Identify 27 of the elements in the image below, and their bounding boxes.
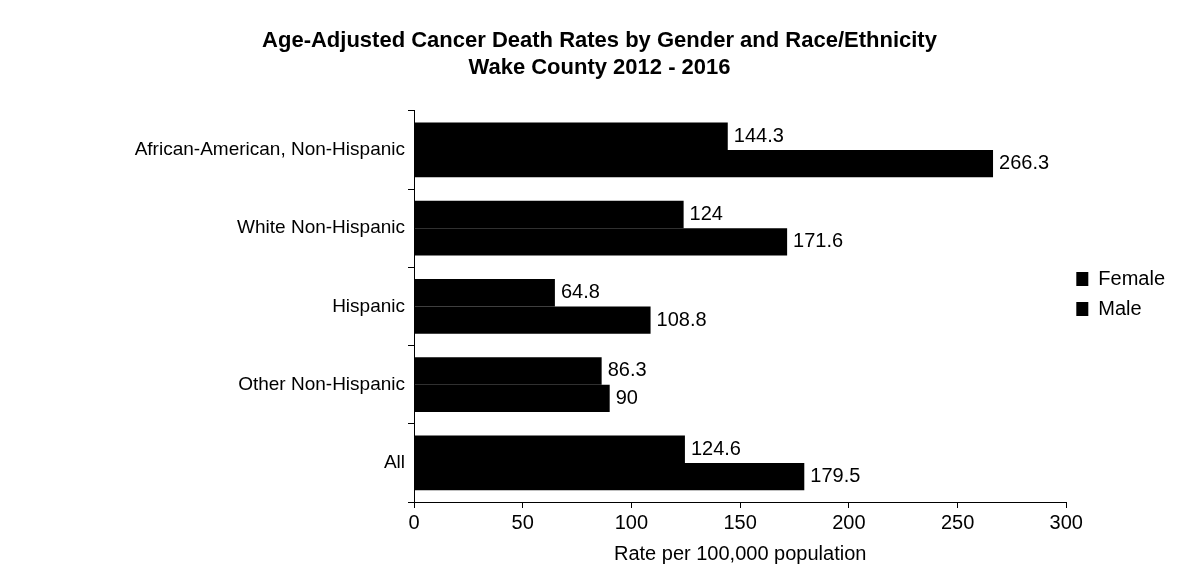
data-label: 179.5 [810,464,861,487]
x-tick-label: 300 [1049,510,1083,533]
data-label: 90 [615,385,638,408]
data-label: 64.8 [560,280,600,303]
data-label: 108.8 [656,307,707,330]
y-tick-label: White Non-Hispanic [237,216,405,238]
x-tick-label: 50 [511,510,534,533]
legend-label: Male [1098,296,1142,319]
x-tick-label: 0 [408,510,420,533]
y-tick-label: Hispanic [332,294,405,316]
x-tick-label: 200 [832,510,866,533]
data-label: 124 [689,201,723,224]
x-tick-label: 250 [940,510,975,533]
y-tick-label: Other Non-Hispanic [238,372,405,394]
data-label: 86.3 [607,358,647,381]
data-label: 266.3 [999,151,1050,174]
chart-title: Age-Adjusted Cancer Death Rates by Gender and Race/Ethnicity [262,27,938,53]
legend-label: Female [1098,266,1166,289]
x-axis-title: Rate per 100,000 population [613,541,867,564]
x-tick-label: 100 [614,510,649,533]
x-tick-label: 150 [723,510,757,533]
data-label: 144.3 [733,123,784,146]
data-label: 124.6 [690,436,741,459]
chart-subtitle: Wake County 2012 - 2016 [468,53,731,79]
data-label: 171.6 [793,229,844,252]
y-tick-label: African-American, Non-Hispanic [134,138,405,160]
y-tick-label: All [383,451,405,473]
